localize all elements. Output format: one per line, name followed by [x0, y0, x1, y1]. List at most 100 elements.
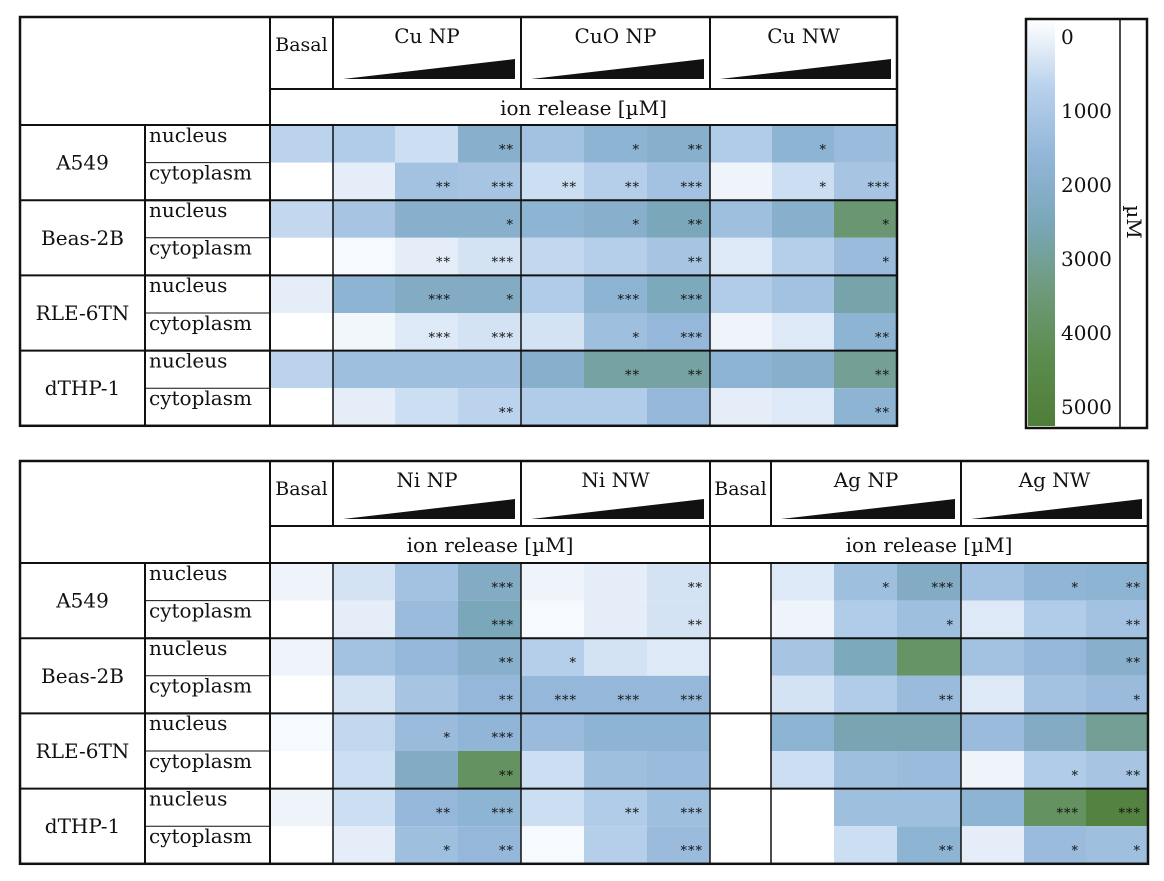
group-header: Ag NW — [1018, 468, 1091, 492]
heatmap-cell — [458, 200, 521, 238]
heatmap-cell — [897, 675, 961, 714]
heatmap-cell — [1024, 751, 1086, 789]
heatmap-cell — [834, 275, 897, 313]
heatmap-cell — [584, 275, 647, 313]
concentration-wedge — [531, 59, 704, 79]
heatmap-cell — [333, 788, 395, 827]
heatmap-cell — [521, 388, 584, 426]
heatmap-cell — [710, 563, 771, 601]
heatmap-cell — [395, 313, 458, 351]
heatmap-cell — [395, 162, 458, 201]
heatmap-cell — [772, 350, 834, 389]
heatmap-cell — [647, 125, 710, 163]
compartment-label: cytoplasm — [149, 749, 252, 773]
significance-marker: ** — [499, 143, 514, 158]
heatmap-cell — [1086, 751, 1148, 789]
heatmap-cell — [395, 275, 458, 313]
compartment-label: cytoplasm — [149, 311, 252, 335]
significance-marker: * — [507, 293, 515, 308]
significance-marker: ** — [875, 368, 890, 383]
heatmap-cell — [584, 751, 647, 789]
heatmap-cell — [647, 350, 710, 389]
heatmap-cell — [333, 125, 395, 163]
colorbar-tick-label: 0 — [1061, 25, 1074, 49]
heatmap-cell — [771, 563, 834, 601]
heatmap-cell — [584, 713, 647, 751]
significance-marker: *** — [492, 256, 515, 271]
heatmap-cell — [270, 675, 333, 714]
table-frame — [18, 459, 1150, 866]
heatmap-cell — [1024, 638, 1086, 676]
heatmap-cell — [897, 788, 961, 827]
heatmap-cell — [771, 788, 834, 827]
compartment-label: nucleus — [149, 348, 227, 372]
heatmap-cell — [834, 713, 897, 751]
heatmap-cell — [521, 350, 584, 389]
heatmap-cell — [584, 237, 647, 276]
heatmap-cell — [771, 638, 834, 676]
heatmap-cell — [772, 237, 834, 276]
concentration-wedge — [531, 499, 704, 519]
heatmap-cell — [647, 826, 710, 864]
compartment-label: nucleus — [149, 636, 227, 660]
heatmap-cell — [647, 388, 710, 426]
colorbar-tick-label: 2000 — [1061, 173, 1112, 197]
heatmap-cell — [458, 237, 521, 276]
heatmap-cell — [710, 313, 772, 351]
heatmap-cell — [333, 388, 395, 426]
heatmap-cell — [270, 125, 333, 163]
significance-marker: ** — [875, 331, 890, 346]
heatmap-cell — [458, 388, 521, 426]
significance-marker: ** — [499, 656, 514, 671]
heatmap-cell — [771, 713, 834, 751]
significance-marker: ** — [688, 581, 703, 596]
significance-marker: * — [883, 218, 891, 233]
heatmap-cell — [897, 600, 961, 639]
heatmap-cell — [395, 200, 458, 238]
heatmap-cell — [771, 675, 834, 714]
heatmap-cell — [834, 350, 897, 389]
significance-marker: ** — [1126, 656, 1141, 671]
heatmap-cell — [834, 162, 897, 201]
heatmap-cell — [458, 275, 521, 313]
heatmap-cell — [395, 388, 458, 426]
heatmap-cell — [961, 563, 1024, 601]
unit-header: ion release [µM] — [407, 533, 574, 557]
heatmap-cell — [458, 826, 521, 864]
heatmap-cell — [961, 751, 1024, 789]
compartment-label: nucleus — [149, 561, 227, 585]
unit-header: ion release [µM] — [846, 533, 1013, 557]
heatmap-cell — [710, 388, 772, 426]
compartment-label: nucleus — [149, 711, 227, 735]
cell-line-label: A549 — [55, 589, 109, 613]
heatmap-cell — [834, 388, 897, 426]
heatmap-cell — [772, 313, 834, 351]
heatmap-cell — [710, 675, 771, 714]
significance-marker: ** — [688, 368, 703, 383]
significance-marker: * — [1072, 844, 1080, 859]
significance-marker: ** — [436, 256, 451, 271]
heatmap-cell — [521, 125, 584, 163]
heatmap-cell — [584, 638, 647, 676]
significance-marker: * — [507, 218, 515, 233]
heatmap-cell — [1024, 600, 1086, 639]
heatmap-cell — [771, 826, 834, 864]
heatmap-cell — [710, 162, 772, 201]
significance-marker: *** — [681, 806, 704, 821]
significance-marker: * — [633, 331, 641, 346]
cell-line-label: Beas-2B — [41, 664, 124, 688]
heatmap-cell — [395, 125, 458, 163]
heatmap-cell — [961, 675, 1024, 714]
concentration-wedge — [720, 59, 891, 79]
compartment-label: cytoplasm — [149, 386, 252, 410]
heatmap-cell — [584, 563, 647, 601]
group-header: Ni NW — [581, 468, 650, 492]
compartment-label: cytoplasm — [149, 160, 252, 184]
colorbar-tick-label: 4000 — [1061, 321, 1112, 345]
heatmap-cell — [458, 600, 521, 639]
heatmap-cell — [897, 713, 961, 751]
heatmap-cell — [521, 751, 584, 789]
significance-marker: * — [883, 256, 891, 271]
heatmap-cell — [647, 563, 710, 601]
